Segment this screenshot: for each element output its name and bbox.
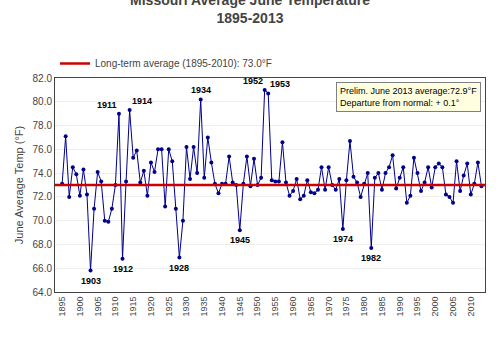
svg-text:2005: 2005 (448, 297, 458, 317)
svg-text:1970: 1970 (324, 297, 334, 317)
svg-text:1905: 1905 (93, 297, 103, 317)
svg-text:1980: 1980 (359, 297, 369, 317)
svg-text:1928: 1928 (169, 263, 189, 273)
svg-text:1945: 1945 (235, 297, 245, 317)
svg-text:1953: 1953 (270, 79, 290, 89)
svg-text:1960: 1960 (288, 297, 298, 317)
svg-text:1915: 1915 (128, 297, 138, 317)
svg-text:76.0: 76.0 (33, 144, 53, 155)
svg-text:1975: 1975 (341, 297, 351, 317)
svg-text:1974: 1974 (333, 234, 353, 244)
svg-text:80.0: 80.0 (33, 96, 53, 107)
svg-text:1911: 1911 (97, 100, 117, 110)
svg-text:68.0: 68.0 (33, 239, 53, 250)
svg-text:1900: 1900 (75, 297, 85, 317)
svg-text:1910: 1910 (110, 297, 120, 317)
svg-text:June Average Temp (°F): June Average Temp (°F) (13, 126, 25, 244)
svg-text:1895: 1895 (57, 297, 67, 317)
svg-text:1920: 1920 (146, 297, 156, 317)
svg-text:1955: 1955 (270, 297, 280, 317)
svg-text:72.0: 72.0 (33, 191, 53, 202)
svg-text:1934: 1934 (191, 85, 211, 95)
svg-text:1940: 1940 (217, 297, 227, 317)
svg-text:1914: 1914 (132, 96, 152, 106)
svg-text:78.0: 78.0 (33, 120, 53, 131)
svg-text:1982: 1982 (361, 253, 381, 263)
svg-text:1945: 1945 (230, 235, 250, 245)
svg-text:1930: 1930 (181, 297, 191, 317)
svg-text:Missouri Average June Temperat: Missouri Average June Temperature1895-20… (130, 0, 370, 26)
svg-text:2000: 2000 (430, 297, 440, 317)
svg-text:1965: 1965 (306, 297, 316, 317)
svg-text:1935: 1935 (199, 297, 209, 317)
svg-text:74.0: 74.0 (33, 168, 53, 179)
svg-text:1990: 1990 (395, 297, 405, 317)
svg-text:82.0: 82.0 (33, 73, 53, 84)
svg-text:66.0: 66.0 (33, 263, 53, 274)
svg-text:1952: 1952 (243, 76, 263, 86)
svg-text:Prelim. June 2013 average:72.9: Prelim. June 2013 average:72.9°FDepartur… (340, 86, 477, 108)
svg-text:1950: 1950 (252, 297, 262, 317)
svg-text:2010: 2010 (466, 297, 476, 317)
svg-text:Long-term average (1895-2010):: Long-term average (1895-2010): 73.0°F (95, 58, 272, 69)
svg-text:70.0: 70.0 (33, 215, 53, 226)
svg-text:1912: 1912 (113, 264, 133, 274)
svg-text:1995: 1995 (412, 297, 422, 317)
svg-text:1925: 1925 (164, 297, 174, 317)
svg-text:1985: 1985 (377, 297, 387, 317)
svg-text:1903: 1903 (81, 276, 101, 286)
svg-text:64.0: 64.0 (33, 287, 53, 298)
